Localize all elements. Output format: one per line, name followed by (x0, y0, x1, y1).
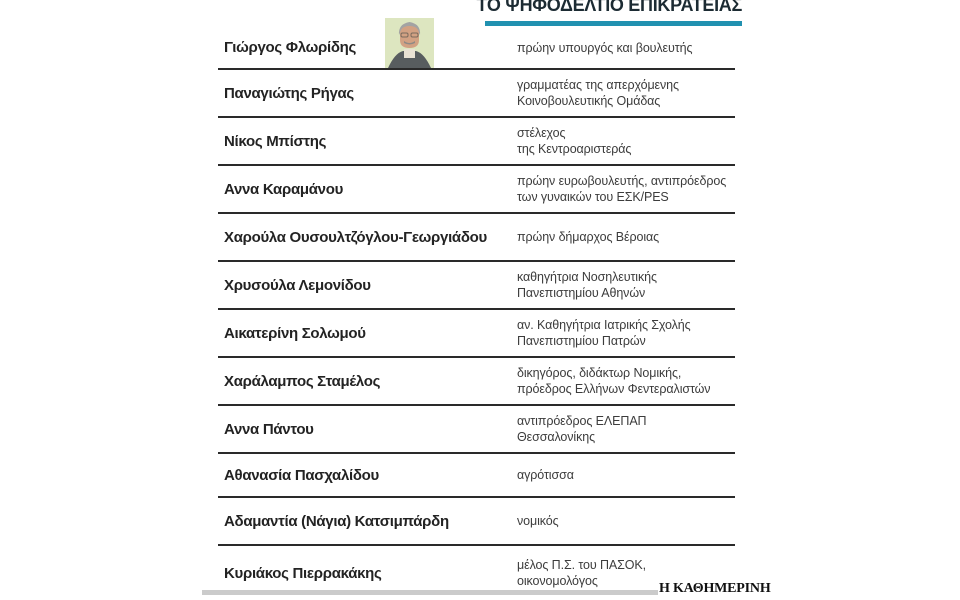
table-row: Αδαμαντία (Νάγια) Κατσιμπάρδη νομικός (218, 498, 735, 546)
table-row: Νίκος Μπίστης στέλεχος της Κεντροαριστερ… (218, 118, 735, 166)
title-underline (485, 21, 742, 26)
table-row: Αννα Καραμάνου πρώην ευρωβουλευτής, αντι… (218, 166, 735, 214)
brand-logo: Η ΚΑΘΗΜΕΡΙΝΗ (659, 581, 771, 596)
candidate-name: Αννα Καραμάνου (224, 180, 343, 198)
candidate-role: μέλος Π.Σ. του ΠΑΣΟΚ, οικονομολόγος (517, 558, 647, 588)
table-row: Αθανασία Πασχαλίδου αγρότισσα (218, 454, 735, 498)
candidate-role: καθηγήτρια Νοσηλευτικής Πανεπιστημίου Αθ… (517, 270, 657, 300)
header: ΤΟ ΨΗΦΟΔΕΛΤΙΟ ΕΠΙΚΡΑΤΕΙΑΣ (218, 0, 742, 26)
candidate-name: Παναγιώτης Ρήγας (224, 84, 354, 102)
candidates-table: Γιώργος Φλωρίδης πρώην υπουργός και βουλ… (218, 18, 735, 600)
candidate-role: δικηγόρος, διδάκτωρ Νομικής, πρόεδρος Ελ… (517, 366, 711, 396)
candidate-name: Χαράλαμπος Σταμέλος (224, 372, 381, 390)
candidate-name: Γιώργος Φλωρίδης (224, 39, 356, 56)
table-row: Αικατερίνη Σολωμού αν. Καθηγήτρια Ιατρικ… (218, 310, 735, 358)
candidate-role: στέλεχος της Κεντροαριστεράς (517, 126, 632, 156)
candidate-role: γραμματέας της απερχόμενης Κοινοβουλευτι… (517, 78, 679, 108)
candidate-role: πρώην υπουργός και βουλευτής (517, 40, 693, 55)
candidate-name: Κυριάκος Πιερρακάκης (224, 564, 382, 582)
candidate-name: Αικατερίνη Σολωμού (224, 324, 366, 342)
table-row: Χαράλαμπος Σταμέλος δικηγόρος, διδάκτωρ … (218, 358, 735, 406)
table-row: Γιώργος Φλωρίδης πρώην υπουργός και βουλ… (218, 18, 735, 70)
candidate-role: αγρότισσα (517, 468, 574, 482)
candidate-role: αντιπρόεδρος ΕΛΕΠΑΠ Θεσσαλονίκης (517, 414, 647, 444)
candidate-role: νομικός (517, 514, 559, 528)
table-row: Παναγιώτης Ρήγας γραμματέας της απερχόμε… (218, 70, 735, 118)
candidate-portrait-icon (385, 18, 434, 68)
candidate-name: Αδαμαντία (Νάγια) Κατσιμπάρδη (224, 512, 449, 530)
page-title: ΤΟ ΨΗΦΟΔΕΛΤΙΟ ΕΠΙΚΡΑΤΕΙΑΣ (476, 0, 743, 15)
candidate-name: Αθανασία Πασχαλίδου (224, 466, 379, 484)
candidate-name: Χρυσούλα Λεμονίδου (224, 276, 371, 294)
candidate-name: Αννα Πάντου (224, 420, 314, 438)
table-row: Αννα Πάντου αντιπρόεδρος ΕΛΕΠΑΠ Θεσσαλον… (218, 406, 735, 454)
candidate-name: Χαρούλα Ουσουλτζόγλου-Γεωργιάδου (224, 228, 487, 246)
candidate-role: πρώην ευρωβουλευτής, αντιπρόεδρος των γυ… (517, 174, 727, 204)
candidate-name: Νίκος Μπίστης (224, 132, 327, 150)
table-row: Χρυσούλα Λεμονίδου καθηγήτρια Νοσηλευτικ… (218, 262, 735, 310)
footer-divider (202, 590, 658, 595)
table-row: Κυριάκος Πιερρακάκης μέλος Π.Σ. του ΠΑΣΟ… (218, 546, 735, 600)
candidate-role: πρώην δήμαρχος Βέροιας (517, 230, 660, 244)
table-row: Χαρούλα Ουσουλτζόγλου-Γεωργιάδου πρώην δ… (218, 214, 735, 262)
candidate-role: αν. Καθηγήτρια Ιατρικής Σχολής Πανεπιστη… (517, 318, 691, 348)
